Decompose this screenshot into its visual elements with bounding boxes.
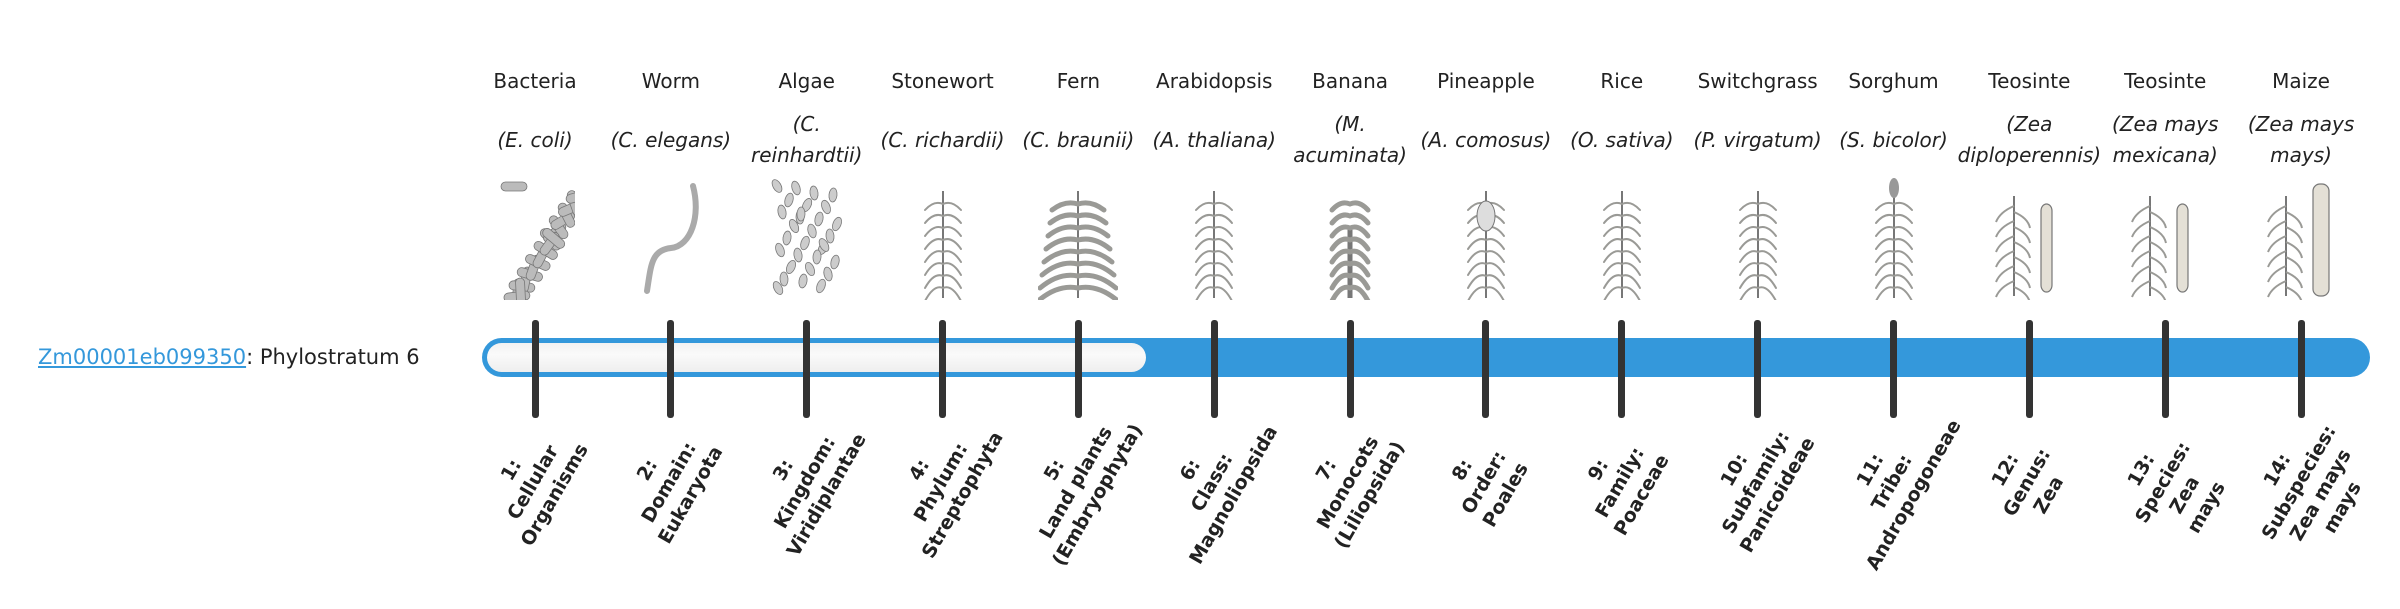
latin-name: (C. braunii) bbox=[1022, 127, 1135, 152]
common-name: Rice bbox=[1600, 69, 1644, 93]
common-name: Bacteria bbox=[493, 69, 577, 93]
latin-name: (C. elegans) bbox=[610, 127, 732, 152]
common-name: Banana bbox=[1312, 69, 1389, 93]
stonewort-icon bbox=[903, 176, 983, 302]
algae-icon bbox=[767, 176, 847, 300]
latin-name: (C. reinhardtii) bbox=[751, 112, 863, 167]
tick-mark bbox=[1618, 320, 1626, 418]
tick-mark bbox=[939, 320, 947, 418]
tick-mark bbox=[1346, 320, 1354, 418]
tick-mark bbox=[2297, 320, 2305, 418]
common-name: Arabidopsis bbox=[1156, 69, 1273, 93]
latin-name: (Zea mays mexicana) bbox=[2111, 112, 2219, 167]
gene-label: Zm00001eb099350: Phylostratum 6 bbox=[38, 340, 420, 374]
common-name: Teosinte bbox=[2124, 69, 2207, 93]
fern-icon bbox=[1035, 176, 1121, 304]
teosinte-icon bbox=[1989, 176, 2069, 304]
rice-icon bbox=[1582, 176, 1662, 302]
sorghum-icon bbox=[1854, 176, 1934, 302]
pineapple-icon bbox=[1446, 176, 1526, 302]
common-name: Stonewort bbox=[891, 69, 994, 93]
common-name: Teosinte bbox=[1988, 69, 2071, 93]
switchgrass-icon bbox=[1718, 176, 1798, 302]
common-name: Switchgrass bbox=[1697, 69, 1818, 93]
latin-name: (Zea mays mays) bbox=[2247, 112, 2355, 167]
tick-mark bbox=[1754, 320, 1762, 418]
common-name: Algae bbox=[778, 69, 835, 93]
banana-icon bbox=[1310, 176, 1390, 304]
tick-mark bbox=[1482, 320, 1490, 418]
bacteria-icon bbox=[495, 176, 592, 306]
tick-mark bbox=[531, 320, 539, 418]
tick-mark bbox=[2025, 320, 2033, 418]
tick-mark bbox=[1890, 320, 1897, 418]
bar-empty-segment bbox=[487, 343, 1147, 372]
latin-name: (Zea diploperennis) bbox=[1957, 112, 2102, 167]
tick-mark bbox=[803, 320, 811, 418]
common-name: Worm bbox=[641, 69, 700, 93]
common-name: Fern bbox=[1056, 69, 1101, 93]
worm-icon bbox=[631, 176, 711, 300]
latin-name: (A. thaliana) bbox=[1152, 127, 1276, 152]
gene-link[interactable]: Zm00001eb099350 bbox=[38, 345, 247, 369]
latin-name: (P. virgatum) bbox=[1693, 127, 1822, 152]
latin-name: (E. coli) bbox=[497, 127, 573, 152]
latin-name: (C. richardii) bbox=[880, 127, 1005, 152]
teosinte-icon bbox=[2125, 176, 2205, 304]
latin-name: (O. sativa) bbox=[1570, 127, 1674, 152]
maize-icon bbox=[2261, 176, 2341, 304]
tick-mark bbox=[1074, 320, 1082, 418]
latin-name: (M. acuminata) bbox=[1293, 112, 1407, 167]
tick-mark bbox=[667, 320, 675, 418]
common-name: Sorghum bbox=[1848, 69, 1939, 93]
phylostratum-bar bbox=[482, 338, 2370, 377]
common-name: Pineapple bbox=[1437, 69, 1535, 93]
common-name: Maize bbox=[2272, 69, 2330, 93]
tick-mark bbox=[2161, 320, 2169, 418]
arabidopsis-icon bbox=[1174, 176, 1254, 302]
latin-name: (S. bicolor) bbox=[1839, 127, 1948, 152]
tick-mark bbox=[1210, 320, 1218, 418]
phylostratum-text: : Phylostratum 6 bbox=[246, 345, 420, 369]
latin-name: (A. comosus) bbox=[1420, 127, 1552, 152]
